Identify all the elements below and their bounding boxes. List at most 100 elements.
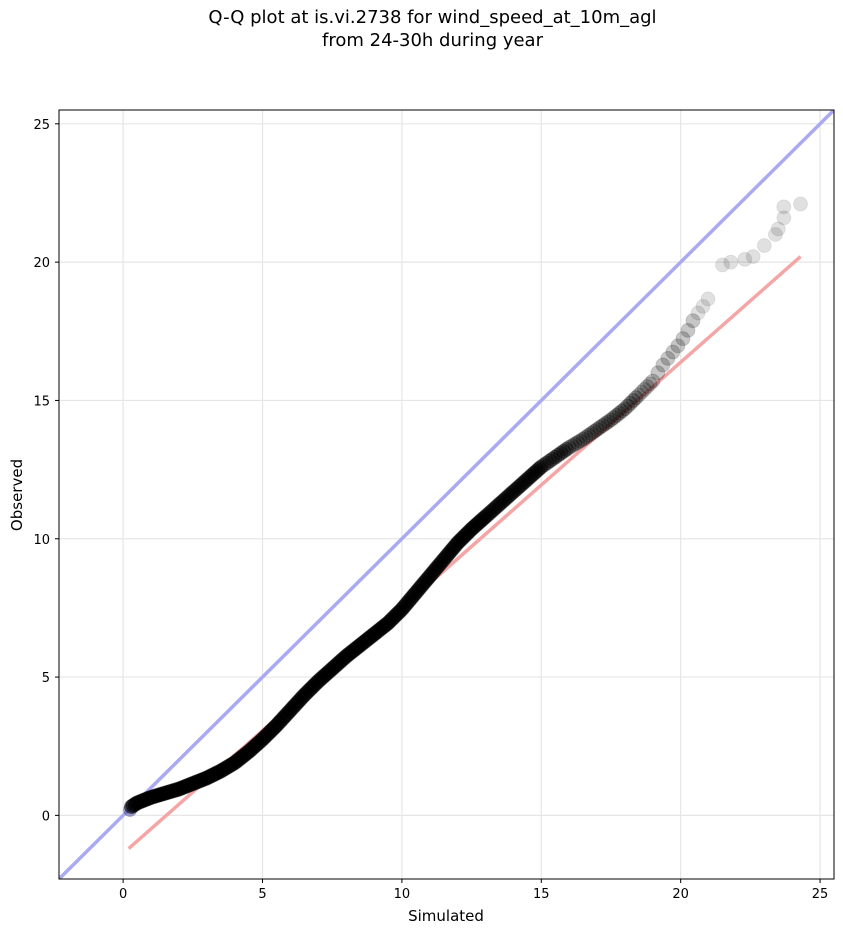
quantile-point (528, 463, 544, 479)
quantile-point (680, 322, 696, 338)
quantile-point (628, 390, 644, 406)
quantile-point (714, 257, 730, 273)
quantile-point (595, 418, 611, 434)
quantile-point (655, 357, 671, 373)
quantile-point (507, 483, 523, 499)
x-tick-label: 10 (394, 887, 411, 902)
quantile-point (603, 412, 619, 428)
reference-lines (59, 110, 834, 879)
x-tick-label: 25 (812, 887, 829, 902)
quantile-point (517, 474, 533, 490)
quantile-point (564, 438, 580, 454)
quantile-point (556, 443, 572, 459)
quantile-point (500, 489, 516, 505)
quantile-point (592, 420, 608, 436)
y-tick-label: 5 (42, 671, 50, 686)
quantile-point (586, 423, 602, 439)
x-tick-label: 0 (119, 887, 127, 902)
quantile-point (553, 445, 569, 461)
quantile-point (490, 498, 506, 514)
quantile-point (547, 449, 563, 465)
quantile-point (512, 478, 528, 494)
quantile-point (503, 486, 519, 502)
quantile-point (578, 429, 594, 445)
quantile-point (483, 504, 499, 520)
quantile-point (561, 439, 577, 455)
quantile-point (636, 381, 652, 397)
quantile-point (695, 298, 711, 314)
quantile-point (485, 502, 501, 518)
quantile-point (650, 365, 666, 381)
quantile-point (567, 436, 583, 452)
x-tick-label: 5 (258, 887, 266, 902)
quantile-point (478, 508, 494, 524)
quantile-point (525, 466, 541, 482)
quantile-point (498, 490, 514, 506)
quantile-point (793, 196, 809, 212)
quantile-point (723, 254, 739, 270)
y-tick-label: 15 (33, 394, 50, 409)
axis-ticks: 0 5 10 15 20 25 0 5 10 15 20 25 (33, 118, 828, 902)
quantile-point (639, 379, 655, 395)
quantile-point (518, 472, 534, 488)
quantile-point (776, 199, 792, 215)
quantile-point (522, 469, 538, 485)
x-axis-label: Simulated (408, 907, 484, 925)
quantile-point (510, 480, 526, 496)
quantile-point (558, 441, 574, 457)
quantile-point (609, 407, 625, 423)
quantile-point (530, 462, 546, 478)
quantile-point (665, 344, 681, 360)
quantile-point (597, 416, 613, 432)
quantile-point (570, 434, 586, 450)
quantile-point (493, 495, 509, 511)
y-tick-label: 10 (33, 533, 50, 548)
quantile-point (536, 457, 552, 473)
chart-title-line-2: from 24-30h during year (322, 30, 543, 51)
grid (59, 110, 834, 879)
quantile-point (581, 427, 597, 443)
quantile-point (622, 395, 638, 411)
quantile-point (532, 460, 548, 476)
quantile-point (491, 496, 507, 512)
quantile-point (660, 350, 676, 366)
quantile-point (495, 493, 511, 509)
y-axis-label: Observed (8, 459, 26, 531)
quantile-point (600, 414, 616, 430)
quantile-point (480, 507, 496, 523)
quantile-point (670, 338, 686, 354)
quantile-point (550, 447, 566, 463)
quantile-point (505, 484, 521, 500)
quantile-point (675, 331, 691, 347)
quantile-point (575, 431, 591, 447)
identity-line (59, 110, 834, 879)
quantile-point (642, 376, 658, 392)
quantile-point (572, 433, 588, 449)
quantile-point (508, 481, 524, 497)
quantile-point (767, 226, 783, 242)
quantile-point (634, 384, 650, 400)
quantile-point (606, 410, 622, 426)
quantile-point (620, 398, 636, 414)
quantile-point (690, 305, 706, 321)
quantile-point (520, 471, 536, 487)
y-tick-label: 0 (42, 809, 50, 824)
quantile-point (486, 501, 502, 517)
quantile-point (542, 453, 558, 469)
quantile-point (617, 401, 633, 417)
quantile-point (756, 238, 772, 254)
quantile-point (496, 492, 512, 508)
y-tick-label: 20 (33, 256, 50, 271)
quantile-point (737, 251, 753, 267)
quantile-point (611, 405, 627, 421)
plot-frame (58, 109, 835, 880)
data-points (123, 196, 809, 817)
quantile-point (523, 468, 539, 484)
quantile-point (745, 249, 761, 265)
quantile-point (685, 313, 701, 329)
quantile-point (776, 210, 792, 226)
quantile-point (631, 387, 647, 403)
quantile-point (700, 291, 716, 307)
quantile-point (583, 425, 599, 441)
